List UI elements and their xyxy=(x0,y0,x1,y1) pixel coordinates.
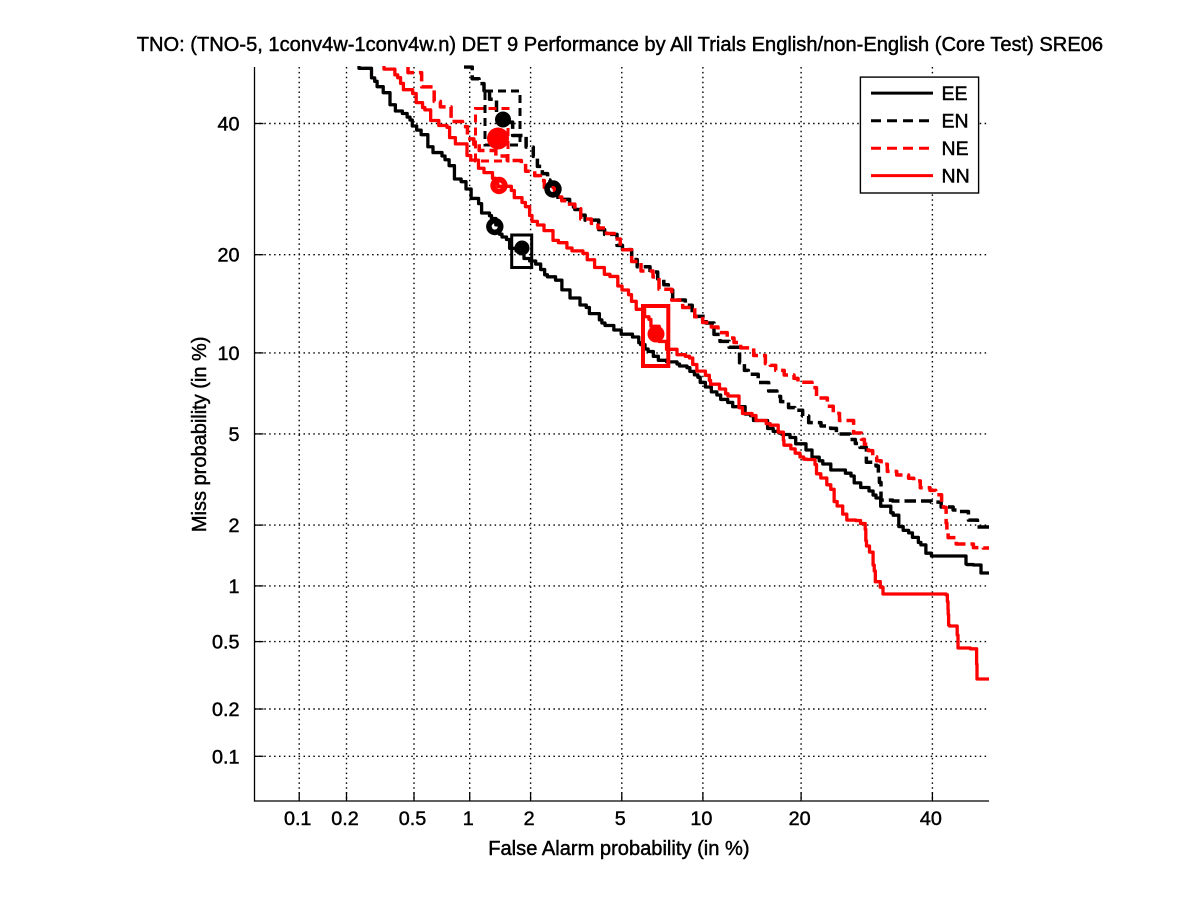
svg-text:0.1: 0.1 xyxy=(284,808,312,830)
svg-text:5: 5 xyxy=(615,808,626,830)
svg-text:0.5: 0.5 xyxy=(399,808,427,830)
svg-text:10: 10 xyxy=(690,808,712,830)
svg-text:40: 40 xyxy=(217,114,239,136)
svg-text:TNO: (TNO-5, 1conv4w-1conv4w.n: TNO: (TNO-5, 1conv4w-1conv4w.n) DET 9 Pe… xyxy=(137,34,1103,56)
svg-text:0.2: 0.2 xyxy=(212,699,240,721)
svg-text:False Alarm probability (in %): False Alarm probability (in %) xyxy=(488,838,749,860)
svg-text:0.5: 0.5 xyxy=(212,632,240,654)
svg-text:0.1: 0.1 xyxy=(212,746,240,768)
svg-text:40: 40 xyxy=(920,808,942,830)
svg-text:EE: EE xyxy=(942,83,968,105)
svg-text:5: 5 xyxy=(228,424,239,446)
svg-text:20: 20 xyxy=(217,245,239,267)
svg-text:EN: EN xyxy=(942,111,969,133)
svg-text:20: 20 xyxy=(789,808,811,830)
svg-text:NE: NE xyxy=(942,138,969,160)
svg-text:1: 1 xyxy=(463,808,474,830)
svg-text:2: 2 xyxy=(524,808,535,830)
svg-text:NN: NN xyxy=(942,166,970,188)
svg-text:0.2: 0.2 xyxy=(331,808,359,830)
svg-text:Miss probability (in %): Miss probability (in %) xyxy=(189,336,211,532)
svg-text:2: 2 xyxy=(228,515,239,537)
svg-text:10: 10 xyxy=(217,343,239,365)
svg-text:1: 1 xyxy=(228,576,239,598)
